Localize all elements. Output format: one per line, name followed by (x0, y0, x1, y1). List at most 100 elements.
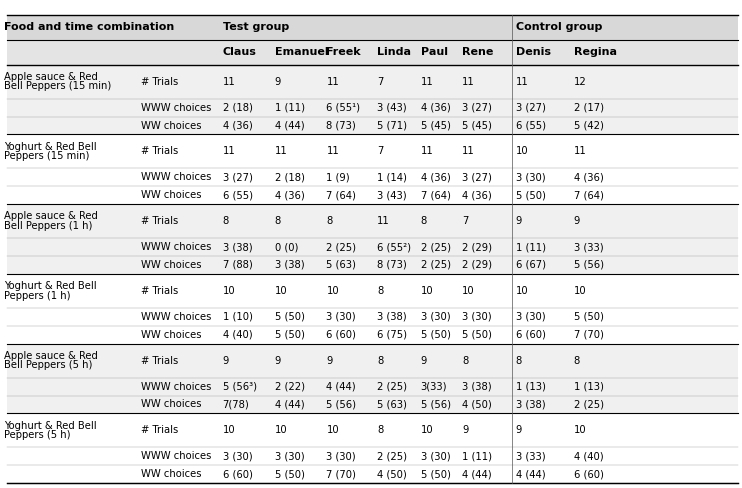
Text: 5 (56): 5 (56) (326, 400, 356, 409)
Text: 2 (25): 2 (25) (421, 242, 450, 252)
Text: 5 (63): 5 (63) (377, 400, 407, 409)
Text: 3 (33): 3 (33) (574, 242, 603, 252)
Text: 0 (0): 0 (0) (275, 242, 298, 252)
Text: Peppers (5 h): Peppers (5 h) (4, 430, 70, 440)
Text: WWW choices: WWW choices (141, 312, 211, 322)
Text: 4 (44): 4 (44) (462, 469, 492, 479)
Text: 9: 9 (223, 356, 229, 366)
Bar (7, 238, 738, 256)
Text: 11: 11 (462, 146, 475, 157)
Text: 4 (36): 4 (36) (275, 190, 304, 200)
Text: Apple sauce & Red: Apple sauce & Red (4, 72, 98, 82)
Text: 10: 10 (516, 146, 528, 157)
Text: 3 (38): 3 (38) (223, 242, 252, 252)
Text: 10: 10 (462, 286, 475, 296)
Bar (7, 256, 738, 274)
Text: 9: 9 (275, 356, 281, 366)
Text: 5 (63): 5 (63) (326, 260, 356, 270)
Bar (7, 65, 738, 99)
Text: 3 (43): 3 (43) (377, 102, 407, 113)
Text: 1 (11): 1 (11) (275, 102, 304, 113)
Text: 2 (25): 2 (25) (377, 451, 407, 461)
Bar (7, 15, 738, 40)
Text: 8: 8 (516, 356, 522, 366)
Text: 3 (38): 3 (38) (377, 312, 407, 322)
Text: 11: 11 (223, 77, 235, 87)
Bar (7, 204, 738, 238)
Text: 3 (30): 3 (30) (326, 451, 356, 461)
Bar (7, 326, 738, 344)
Text: 6 (67): 6 (67) (516, 260, 545, 270)
Text: 2 (25): 2 (25) (574, 400, 603, 409)
Text: Peppers (1 h): Peppers (1 h) (4, 291, 70, 301)
Text: Rene: Rene (462, 47, 493, 57)
Text: 4 (44): 4 (44) (326, 382, 356, 391)
Text: WWW choices: WWW choices (141, 102, 211, 113)
Text: 3 (30): 3 (30) (516, 172, 545, 183)
Text: 8: 8 (326, 216, 332, 226)
Text: 8: 8 (421, 216, 427, 226)
Text: 6 (60): 6 (60) (516, 330, 545, 340)
Text: 10: 10 (275, 426, 287, 435)
Text: 4 (50): 4 (50) (462, 400, 492, 409)
Text: 7: 7 (377, 77, 384, 87)
Text: 9: 9 (421, 356, 427, 366)
Text: 5 (50): 5 (50) (462, 330, 492, 340)
Text: 5 (50): 5 (50) (275, 330, 304, 340)
Text: 8 (73): 8 (73) (326, 121, 356, 130)
Text: 10: 10 (223, 426, 235, 435)
Text: 6 (55): 6 (55) (223, 190, 252, 200)
Text: Peppers (15 min): Peppers (15 min) (4, 151, 89, 161)
Text: 5 (50): 5 (50) (275, 312, 304, 322)
Text: 3 (30): 3 (30) (516, 312, 545, 322)
Bar (7, 274, 738, 308)
Bar (7, 168, 738, 186)
Text: 11: 11 (421, 146, 433, 157)
Text: # Trials: # Trials (141, 426, 178, 435)
Text: 3 (30): 3 (30) (462, 312, 492, 322)
Text: 5 (42): 5 (42) (574, 121, 603, 130)
Text: 9: 9 (326, 356, 333, 366)
Text: Claus: Claus (223, 47, 257, 57)
Text: 3 (30): 3 (30) (275, 451, 304, 461)
Text: 4 (44): 4 (44) (275, 400, 304, 409)
Text: 8: 8 (377, 356, 383, 366)
Text: 7 (70): 7 (70) (574, 330, 603, 340)
Text: WW choices: WW choices (141, 121, 202, 130)
Text: Food and time combination: Food and time combination (4, 22, 174, 32)
Text: WW choices: WW choices (141, 330, 202, 340)
Text: 3 (43): 3 (43) (377, 190, 407, 200)
Text: 2 (25): 2 (25) (377, 382, 407, 391)
Text: 2 (29): 2 (29) (462, 260, 492, 270)
Text: WWW choices: WWW choices (141, 242, 211, 252)
Text: 10: 10 (574, 286, 586, 296)
Text: 1 (14): 1 (14) (377, 172, 407, 183)
Text: 5 (45): 5 (45) (462, 121, 492, 130)
Text: 7 (64): 7 (64) (574, 190, 603, 200)
Text: 3 (38): 3 (38) (462, 382, 492, 391)
Text: Freek: Freek (326, 47, 361, 57)
Text: 7 (88): 7 (88) (223, 260, 252, 270)
Text: 6 (55): 6 (55) (516, 121, 545, 130)
Text: 3 (30): 3 (30) (421, 451, 450, 461)
Text: WW choices: WW choices (141, 469, 202, 479)
Bar (7, 378, 738, 395)
Bar (7, 40, 738, 65)
Text: Emanuel: Emanuel (275, 47, 328, 57)
Text: # Trials: # Trials (141, 77, 178, 87)
Text: 9: 9 (516, 426, 522, 435)
Bar (7, 447, 738, 465)
Text: 4 (36): 4 (36) (421, 172, 450, 183)
Text: Yoghurt & Red Bell: Yoghurt & Red Bell (4, 142, 96, 152)
Text: 11: 11 (516, 77, 528, 87)
Text: 3 (30): 3 (30) (223, 451, 252, 461)
Text: 7 (64): 7 (64) (326, 190, 356, 200)
Text: 5 (56): 5 (56) (574, 260, 603, 270)
Text: 2 (18): 2 (18) (275, 172, 304, 183)
Text: WWW choices: WWW choices (141, 172, 211, 183)
Text: WW choices: WW choices (141, 190, 202, 200)
Text: 7(78): 7(78) (223, 400, 249, 409)
Text: 5 (56³): 5 (56³) (223, 382, 257, 391)
Text: Paul: Paul (421, 47, 447, 57)
Text: 2 (25): 2 (25) (421, 260, 450, 270)
